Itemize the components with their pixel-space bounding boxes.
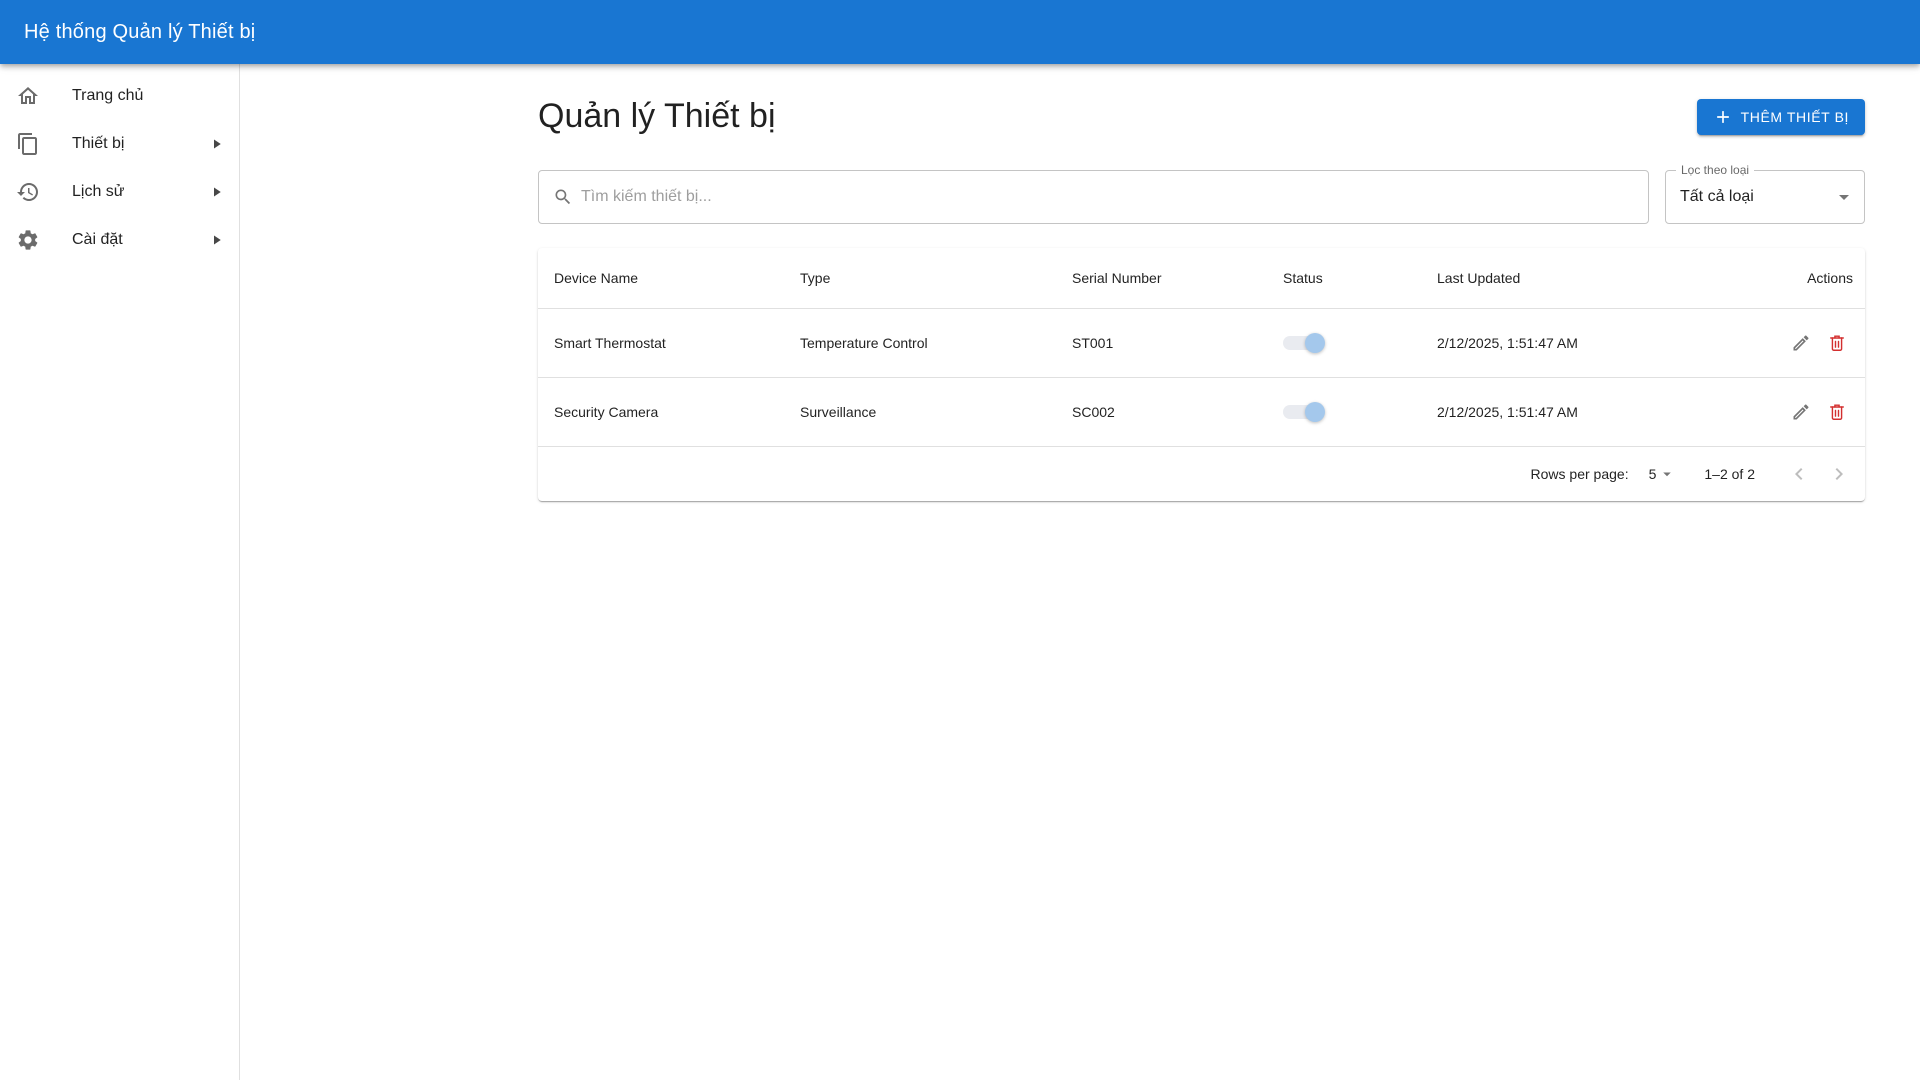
sidebar-item-home[interactable]: Trang chủ (0, 72, 239, 120)
delete-button[interactable] (1821, 327, 1853, 359)
status-toggle[interactable] (1283, 331, 1327, 355)
column-header-status: Status (1267, 248, 1421, 309)
chevron-right-icon (1835, 467, 1843, 480)
edit-pencil-icon (1793, 335, 1809, 350)
app-title: Hệ thống Quản lý Thiết bị (24, 20, 256, 43)
rows-per-page-select[interactable]: 5 (1649, 465, 1677, 483)
column-header-type: Type (784, 248, 1056, 309)
last-updated-cell: 2/12/2025, 1:51:47 AM (1421, 308, 1721, 378)
sidebar-item-label: Cài đặt (72, 231, 123, 248)
serial-cell: SC002 (1056, 377, 1267, 447)
trash-icon (1830, 403, 1844, 420)
sidebar-item-devices[interactable]: Thiết bị (0, 120, 239, 168)
status-cell (1267, 377, 1421, 447)
search-box (538, 170, 1649, 224)
history-icon (16, 180, 72, 204)
dropdown-arrow-icon (1663, 472, 1672, 476)
settings-icon (16, 228, 72, 252)
column-header-serial-number: Serial Number (1056, 248, 1267, 309)
sidebar-item-history[interactable]: Lịch sử (0, 168, 239, 216)
trash-icon (1830, 334, 1844, 351)
edit-pencil-icon (1793, 404, 1809, 419)
add-device-button[interactable]: THÊM THIẾT BỊ (1696, 98, 1865, 135)
type-cell: Surveillance (784, 377, 1056, 447)
sidebar: Trang chủ Thiết bị Lịch sử Cài đặt (0, 64, 240, 1080)
column-header-last-updated: Last Updated (1421, 248, 1721, 309)
serial-cell: ST001 (1056, 308, 1267, 378)
plus-icon (1716, 110, 1729, 123)
actions-cell (1721, 308, 1865, 378)
device-table-card: Device Name Type Serial Number Status La… (538, 248, 1865, 501)
edit-button[interactable] (1785, 396, 1817, 428)
last-updated-cell: 2/12/2025, 1:51:47 AM (1421, 377, 1721, 447)
home-icon (16, 84, 72, 108)
main-area: Quản lý Thiết bị THÊM THIẾT BỊ Lọc theo … (240, 0, 1920, 501)
app-bar: Hệ thống Quản lý Thiết bị (0, 0, 1920, 64)
devices-icon (16, 132, 72, 156)
rows-per-page-value: 5 (1648, 465, 1657, 482)
sidebar-item-settings[interactable]: Cài đặt (0, 216, 239, 264)
type-filter-select[interactable]: Lọc theo loại Tất cả loại (1665, 163, 1865, 224)
add-device-button-label: THÊM THIẾT BỊ (1740, 108, 1849, 125)
dropdown-arrow-icon (1832, 185, 1856, 209)
device-table: Device Name Type Serial Number Status La… (538, 248, 1865, 447)
search-icon (555, 189, 571, 205)
pagination-range-label: 1–2 of 2 (1704, 465, 1755, 482)
sidebar-item-label: Thiết bị (72, 135, 125, 152)
submenu-arrow-icon (211, 234, 223, 246)
status-cell (1267, 308, 1421, 378)
search-input[interactable] (581, 188, 1634, 206)
type-filter-value: Tất cả loại (1680, 188, 1754, 205)
device-name-cell: Smart Thermostat (538, 308, 784, 378)
toggle-thumb (1305, 332, 1325, 353)
actions-cell (1721, 377, 1865, 447)
table-row: Smart Thermostat Temperature Control ST0… (538, 308, 1865, 378)
chevron-left-icon (1795, 467, 1803, 480)
next-page-button[interactable] (1819, 454, 1859, 494)
table-pagination: Rows per page: 5 1–2 of 2 (538, 447, 1865, 501)
device-name-cell: Security Camera (538, 377, 784, 447)
column-header-actions: Actions (1721, 248, 1865, 309)
rows-per-page-label: Rows per page: (1530, 465, 1629, 482)
sidebar-item-label: Lịch sử (72, 183, 125, 200)
table-row: Security Camera Surveillance SC002 2/12/… (538, 377, 1865, 447)
submenu-arrow-icon (211, 138, 223, 150)
table-header-row: Device Name Type Serial Number Status La… (538, 248, 1865, 309)
toggle-thumb (1305, 401, 1325, 422)
status-toggle[interactable] (1283, 400, 1327, 424)
submenu-arrow-icon (211, 186, 223, 198)
delete-button[interactable] (1821, 396, 1853, 428)
page-title: Quản lý Thiết bị (538, 97, 776, 135)
type-filter-label: Lọc theo loại (1676, 163, 1755, 178)
previous-page-button[interactable] (1779, 454, 1819, 494)
type-cell: Temperature Control (784, 308, 1056, 378)
column-header-device-name: Device Name (538, 248, 784, 309)
sidebar-item-label: Trang chủ (72, 87, 144, 104)
edit-button[interactable] (1785, 327, 1817, 359)
